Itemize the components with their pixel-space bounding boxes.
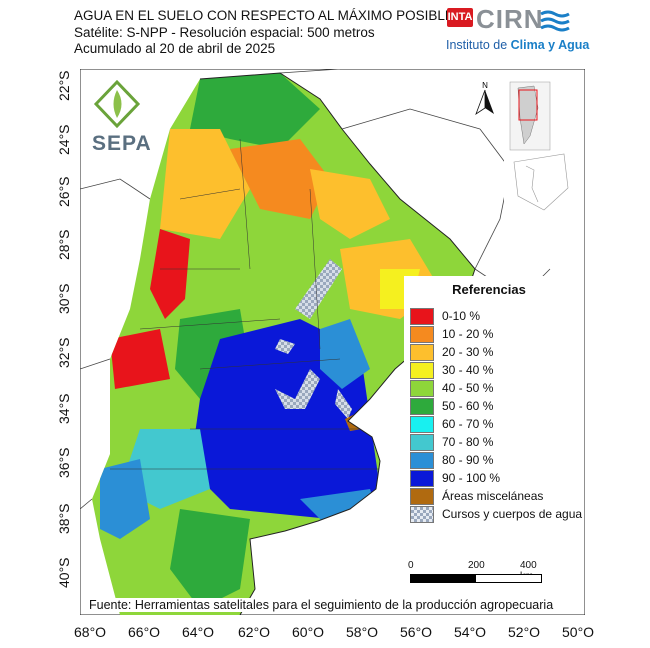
sepa-logo: SEPA	[86, 78, 151, 158]
legend-swatch	[410, 469, 434, 487]
legend-swatch	[410, 451, 434, 469]
map-title: AGUA EN EL SUELO CON RESPECTO AL MÁXIMO …	[74, 8, 454, 23]
legend: Referencias 0-10 % 10 - 20 % 20 - 30 % 3…	[404, 276, 582, 526]
legend-item: 90 - 100 %	[410, 469, 500, 487]
cirn-logo: CIRN	[476, 4, 544, 34]
lon-label: 68°O	[74, 624, 107, 640]
legend-item: 40 - 50 %	[410, 379, 493, 397]
map-subtitle-satellite: Satélite: S-NPP - Resolución espacial: 5…	[74, 25, 375, 40]
lat-label: 28°S	[56, 229, 72, 260]
lat-label: 34°S	[56, 393, 72, 424]
legend-item: 30 - 40 %	[410, 361, 493, 379]
legend-item: 60 - 70 %	[410, 415, 493, 433]
location-inset	[504, 78, 576, 218]
legend-title: Referencias	[452, 282, 526, 297]
legend-swatch	[410, 433, 434, 451]
lat-label: 30°S	[56, 283, 72, 314]
legend-swatch	[410, 379, 434, 397]
legend-item: 80 - 90 %	[410, 451, 493, 469]
lat-label: 36°S	[56, 447, 72, 478]
legend-swatch	[410, 343, 434, 361]
source-note: Fuente: Herramientas satelitales para el…	[86, 598, 557, 612]
legend-item: 0-10 %	[410, 307, 480, 325]
lon-label: 56°O	[400, 624, 433, 640]
north-label: N	[482, 81, 488, 90]
argentina-outline	[199, 72, 476, 615]
water-waves-icon	[540, 10, 570, 32]
legend-item: 50 - 60 %	[410, 397, 493, 415]
inset-map	[509, 81, 569, 211]
institute-name: Instituto de Clima y Agua	[446, 38, 590, 52]
lon-label: 66°O	[128, 624, 161, 640]
legend-swatch	[410, 307, 434, 325]
scale-label-0: 0	[408, 560, 414, 571]
lat-label: 26°S	[56, 176, 72, 207]
legend-item: 70 - 80 %	[410, 433, 493, 451]
lat-label: 38°S	[56, 503, 72, 534]
legend-item: Cursos y cuerpos de agua	[410, 505, 582, 523]
lat-label: 22°S	[56, 70, 72, 101]
lat-label: 40°S	[56, 557, 72, 588]
lon-label: 52°O	[508, 624, 541, 640]
legend-swatch	[410, 325, 434, 343]
legend-swatch	[410, 361, 434, 379]
lon-label: 62°O	[238, 624, 271, 640]
legend-swatch	[410, 505, 434, 523]
legend-item: Áreas misceláneas	[410, 487, 543, 505]
scale-label-200: 200	[468, 560, 485, 571]
lat-label: 24°S	[56, 124, 72, 155]
inta-logo: INTA	[447, 8, 473, 27]
lon-label: 50°O	[562, 624, 595, 640]
legend-item: 20 - 30 %	[410, 343, 493, 361]
lon-label: 64°O	[182, 624, 215, 640]
north-arrow-icon: N	[475, 81, 494, 116]
map-subtitle-date: Acumulado al 20 de abril de 2025	[74, 41, 276, 56]
legend-swatch	[410, 397, 434, 415]
legend-item: 10 - 20 %	[410, 325, 493, 343]
legend-swatch	[410, 415, 434, 433]
lon-label: 58°O	[346, 624, 379, 640]
sepa-leaf-icon	[93, 79, 141, 129]
legend-swatch	[410, 487, 434, 505]
lon-label: 54°O	[454, 624, 487, 640]
lon-label: 60°O	[292, 624, 325, 640]
scale-bar: 0 200 400 km	[408, 560, 544, 590]
lat-label: 32°S	[56, 337, 72, 368]
